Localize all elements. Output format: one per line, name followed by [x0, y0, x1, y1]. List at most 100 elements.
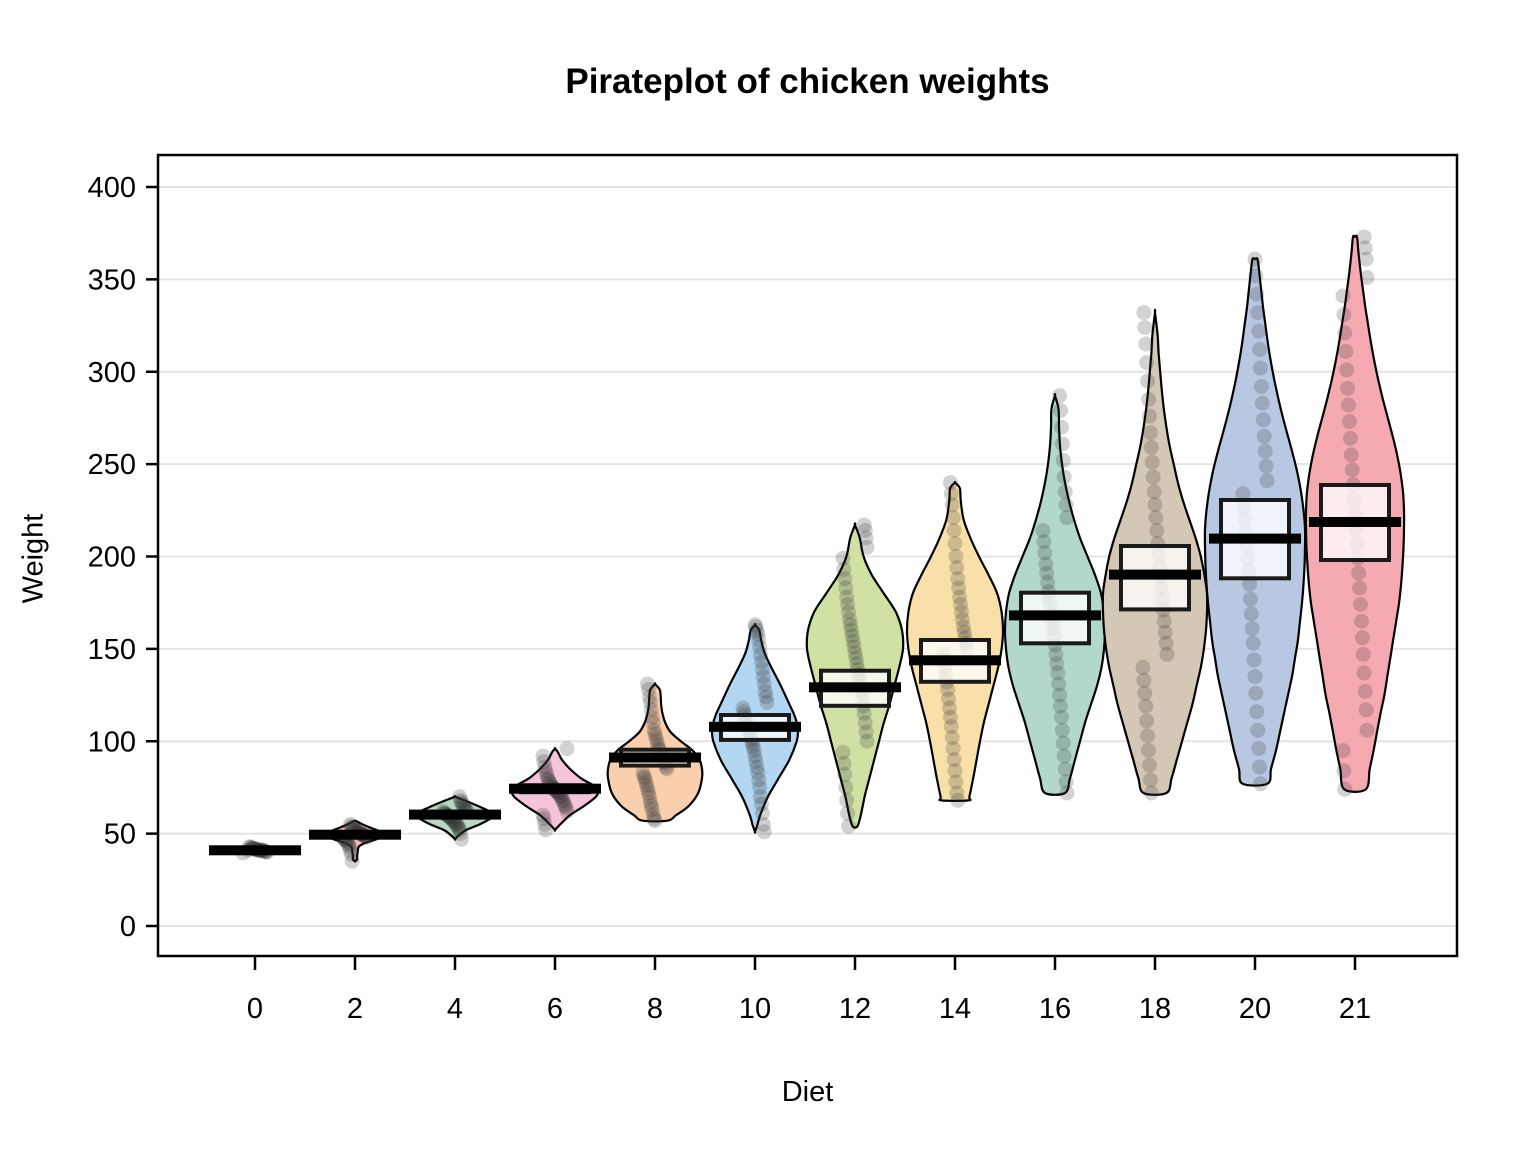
data-point-6	[557, 798, 573, 814]
data-point-16	[1055, 452, 1071, 468]
data-point-16	[1040, 574, 1056, 590]
data-point-16	[1058, 497, 1074, 513]
data-point-20	[1253, 776, 1268, 792]
data-point-12	[844, 628, 860, 644]
data-point-12	[856, 706, 872, 721]
data-point-8	[646, 722, 662, 738]
data-point-14	[954, 604, 969, 620]
mean-line-14	[909, 655, 1001, 666]
data-point-16	[1054, 419, 1069, 435]
data-point-16	[1053, 698, 1068, 714]
data-point-12	[837, 767, 853, 782]
data-point-12	[856, 517, 872, 533]
data-point-16	[1035, 523, 1051, 539]
data-point-18	[1140, 373, 1156, 389]
data-point-16	[1059, 785, 1075, 801]
data-point-20	[1250, 305, 1266, 321]
data-point-10	[756, 676, 772, 692]
data-point-10	[753, 789, 768, 805]
data-point-14	[941, 691, 956, 707]
data-point-16	[1059, 510, 1075, 526]
data-point-21	[1342, 430, 1358, 446]
data-point-10	[751, 632, 767, 648]
data-point-12	[843, 622, 859, 638]
data-point-2	[342, 839, 357, 855]
data-point-10	[735, 700, 751, 716]
x-tick-label: 6	[547, 993, 563, 1025]
data-point-21	[1358, 251, 1374, 267]
data-point-21	[1337, 781, 1353, 797]
data-point-4	[454, 796, 470, 812]
x-tick-label: 0	[247, 993, 263, 1025]
data-point-12	[845, 634, 861, 649]
x-tick-label: 12	[839, 993, 871, 1025]
data-point-10	[748, 619, 764, 635]
data-point-21	[1344, 462, 1360, 478]
data-point-8	[648, 730, 664, 746]
data-point-14	[944, 497, 960, 513]
mean-line-6	[509, 783, 601, 794]
x-tick-label: 10	[739, 993, 771, 1025]
data-point-6	[535, 807, 551, 823]
data-point-4	[452, 789, 468, 805]
data-point-10	[755, 669, 771, 685]
data-point-12	[837, 571, 853, 587]
mean-line-4	[409, 809, 501, 820]
data-point-4	[452, 822, 468, 838]
data-point-12	[838, 779, 854, 795]
x-tick-label: 2	[347, 993, 363, 1025]
data-point-6	[556, 796, 572, 812]
data-point-10	[754, 654, 769, 670]
data-point-21	[1341, 397, 1356, 413]
data-point-21	[1356, 665, 1372, 681]
x-tick-label: 16	[1039, 993, 1071, 1025]
data-point-10	[750, 626, 766, 642]
data-point-6	[539, 767, 555, 782]
data-point-12	[857, 715, 873, 731]
data-point-14	[943, 719, 959, 734]
data-point-4	[454, 831, 469, 847]
data-point-10	[747, 748, 763, 764]
data-point-4	[454, 794, 469, 810]
data-point-20	[1250, 722, 1266, 738]
data-point-20	[1235, 486, 1251, 502]
data-point-8	[640, 676, 656, 692]
data-point-20	[1242, 576, 1257, 592]
data-point-8	[647, 813, 663, 829]
data-point-18	[1142, 408, 1157, 424]
data-point-12	[848, 650, 864, 666]
data-point-10	[749, 622, 765, 638]
data-point-10	[754, 796, 769, 812]
data-point-21	[1337, 325, 1353, 341]
data-point-12	[859, 733, 875, 749]
data-point-14	[950, 571, 966, 587]
data-point-18	[1141, 743, 1156, 758]
data-point-21	[1359, 270, 1375, 285]
data-point-21	[1338, 343, 1354, 359]
data-point-21	[1357, 240, 1373, 256]
data-point-18	[1138, 698, 1154, 714]
data-point-6	[537, 759, 553, 775]
data-point-2	[342, 816, 358, 832]
x-tick-label: 21	[1339, 993, 1371, 1025]
data-point-12	[857, 523, 873, 539]
data-point-10	[755, 816, 771, 832]
data-point-21	[1336, 763, 1352, 779]
data-point-8	[643, 798, 659, 814]
data-point-10	[750, 765, 766, 781]
data-point-6	[536, 754, 552, 770]
data-point-14	[944, 730, 960, 746]
data-point-8	[637, 770, 653, 786]
data-point-21	[1359, 722, 1375, 738]
data-point-8	[642, 695, 658, 710]
data-point-6	[554, 792, 570, 808]
data-point-14	[947, 763, 963, 779]
data-point-20	[1256, 428, 1272, 444]
data-point-10	[754, 805, 770, 821]
data-point-20	[1251, 323, 1267, 339]
x-axis-title: Diet	[781, 1076, 834, 1108]
data-point-20	[1242, 591, 1258, 607]
data-point-20	[1251, 741, 1267, 757]
data-point-18	[1140, 728, 1156, 744]
data-point-4	[453, 826, 468, 842]
